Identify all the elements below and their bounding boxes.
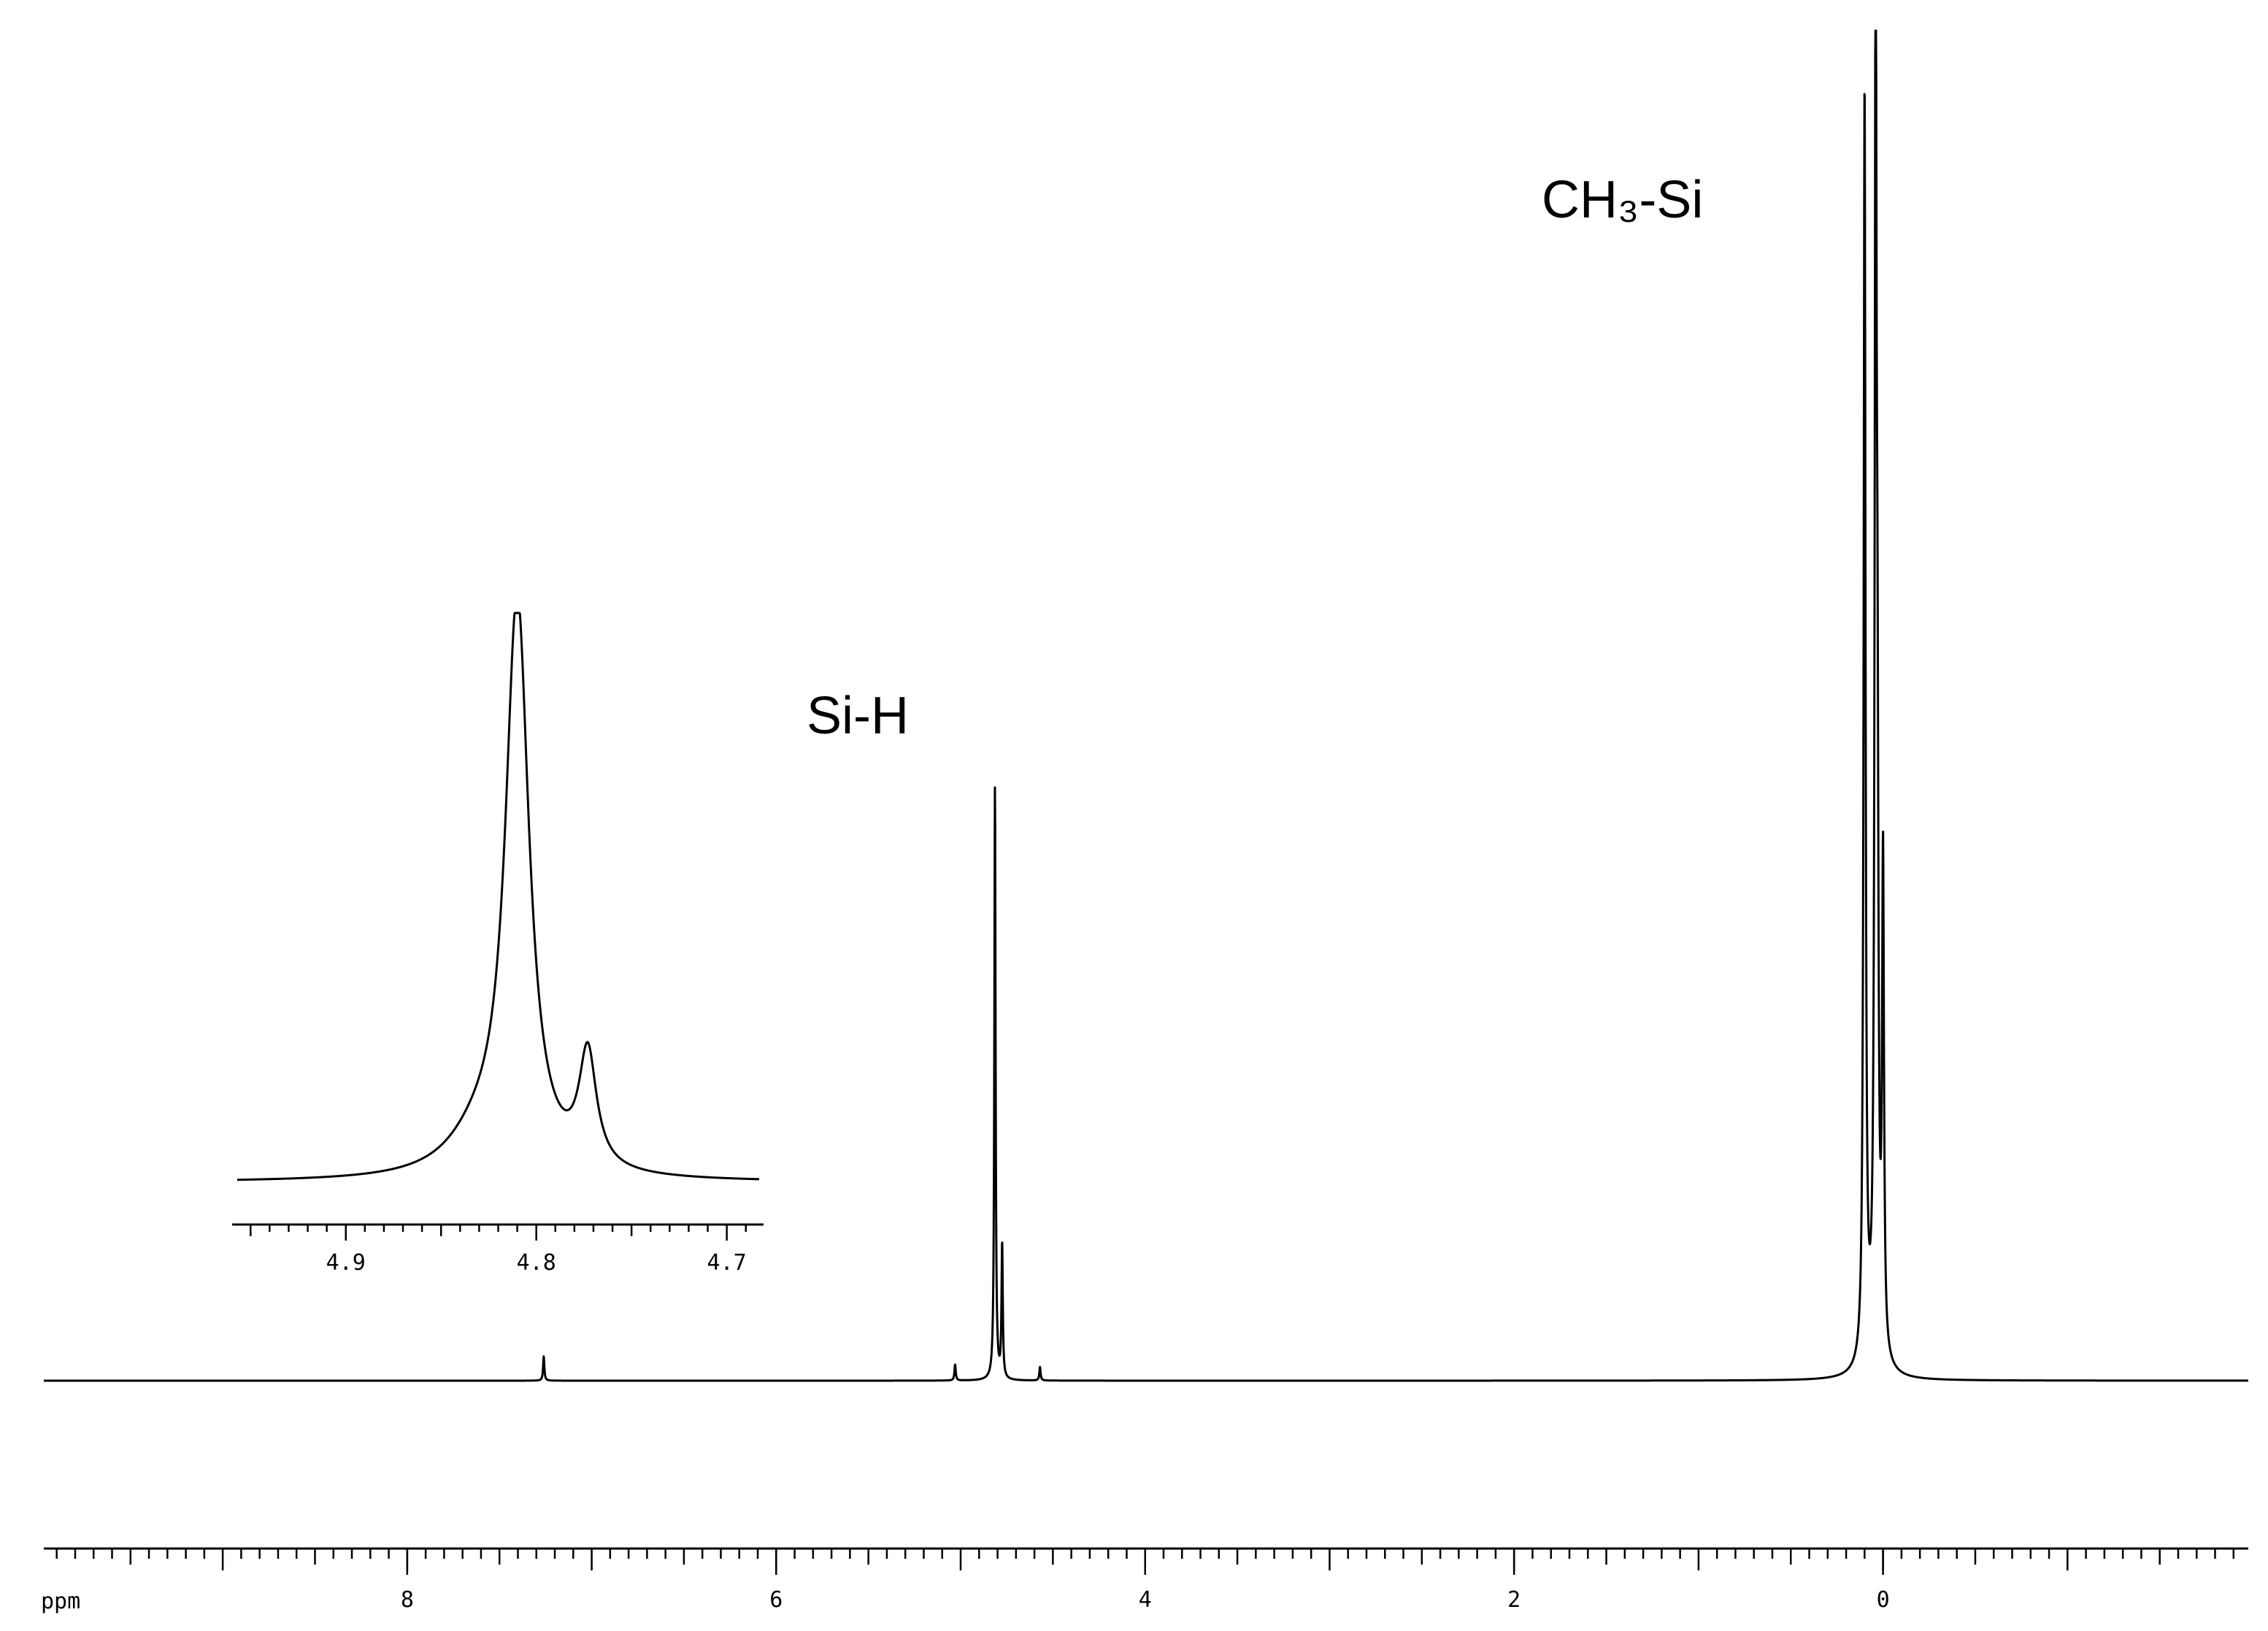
ch3si-peak-label: CH₃-Si <box>1542 171 1703 229</box>
inset-spectrum: 4.9 4.8 4.7 <box>232 612 764 1276</box>
ppm-tick-label-0: 0 <box>1877 1587 1890 1613</box>
inset-spectrum-trace <box>237 612 760 1181</box>
inset-tick-label-4.9: 4.9 <box>326 1250 366 1276</box>
ppm-tick-label-4: 4 <box>1139 1587 1152 1613</box>
ppm-tick-label-6: 6 <box>769 1587 783 1613</box>
ppm-axis: 8 6 4 2 0 ppm <box>41 1547 2248 1614</box>
inset-tick-label-4.8: 4.8 <box>517 1250 556 1276</box>
ppm-tick-label-2: 2 <box>1507 1587 1521 1613</box>
main-spectrum-trace-group <box>42 29 2250 1382</box>
ppm-unit-label: ppm <box>41 1589 80 1614</box>
sih-peak-label: Si-H <box>807 687 909 745</box>
inset-tick-label-4.7: 4.7 <box>707 1250 747 1276</box>
peak-labels: CH₃-Si Si-H <box>807 171 1703 745</box>
main-spectrum-trace <box>42 29 2250 1382</box>
ppm-tick-label-8: 8 <box>401 1587 414 1613</box>
